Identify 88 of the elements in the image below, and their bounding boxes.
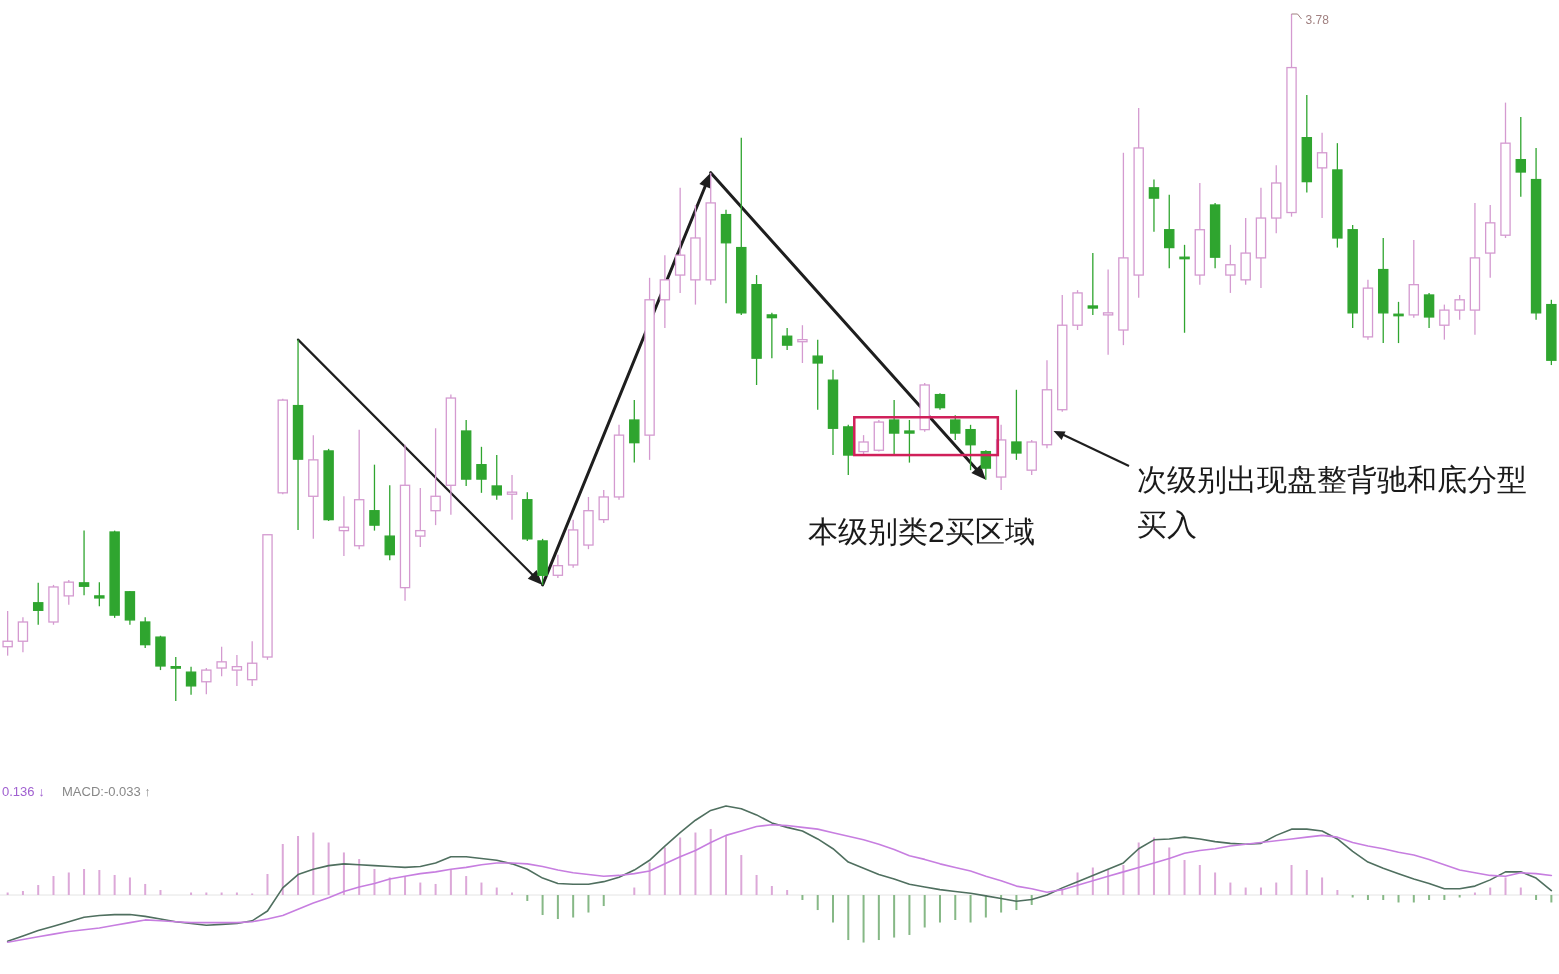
bar <box>663 847 666 895</box>
text: MACD:-0.033 ↑ <box>62 784 151 799</box>
bar <box>770 886 773 895</box>
bar <box>1305 869 1308 895</box>
bar <box>434 883 437 895</box>
bar <box>1504 877 1507 895</box>
bar <box>755 874 758 895</box>
bar <box>1214 872 1217 895</box>
bar <box>1122 865 1125 895</box>
bar <box>954 895 957 921</box>
bar <box>556 895 559 920</box>
bar <box>144 883 147 895</box>
bar <box>984 895 987 918</box>
bar <box>801 895 804 900</box>
bar <box>648 862 651 895</box>
bar <box>847 895 850 941</box>
bar <box>694 832 697 895</box>
bar <box>1000 895 1003 913</box>
bar <box>786 890 789 895</box>
bar <box>312 832 315 895</box>
bar <box>526 895 529 901</box>
bar <box>572 895 575 918</box>
bar <box>709 828 712 895</box>
bar <box>725 835 728 895</box>
bar <box>969 895 972 923</box>
bar <box>1428 895 1431 900</box>
bar <box>938 895 941 923</box>
bar <box>159 890 162 895</box>
bar <box>1443 895 1446 900</box>
bar <box>1229 882 1232 895</box>
bar <box>1489 887 1492 895</box>
bar <box>1535 895 1538 900</box>
bar <box>358 859 361 895</box>
bar <box>1290 865 1293 895</box>
bar <box>297 835 300 895</box>
bar <box>1366 895 1369 900</box>
bar <box>877 895 880 941</box>
bar <box>923 895 926 928</box>
bar <box>404 876 407 895</box>
bar <box>1321 877 1324 895</box>
bar <box>1183 860 1186 895</box>
bar <box>21 891 24 895</box>
bar <box>1168 847 1171 895</box>
bar <box>1152 837 1155 895</box>
bar <box>113 874 116 895</box>
bar <box>480 882 483 895</box>
bar <box>98 869 101 895</box>
bar <box>419 882 422 895</box>
bar <box>1382 895 1385 900</box>
bar <box>52 876 55 895</box>
bar <box>602 895 605 907</box>
bar <box>679 837 682 895</box>
bar <box>862 895 865 943</box>
bar <box>908 895 911 935</box>
annotation: 次级别出现盘整背驰和底分型买入 <box>1137 463 1527 541</box>
bar <box>541 895 544 916</box>
bar <box>1336 890 1339 895</box>
bar <box>67 872 70 895</box>
bar <box>1519 887 1522 895</box>
bar <box>1107 869 1110 895</box>
bar <box>465 876 468 895</box>
bar <box>633 887 636 895</box>
bar <box>1275 882 1278 895</box>
bar <box>281 844 284 895</box>
bar <box>37 885 40 895</box>
bar <box>1412 895 1415 903</box>
annotation: 3.78 <box>1305 13 1330 27</box>
bar <box>1198 865 1201 895</box>
bar <box>449 869 452 895</box>
bar <box>1550 895 1553 903</box>
bar <box>832 895 834 923</box>
bar <box>893 895 896 938</box>
bar <box>266 874 269 895</box>
text: 0.136 ↓ <box>2 784 45 799</box>
annotation: 本级别类2买区域 <box>808 515 1035 548</box>
bar <box>327 842 330 895</box>
bar <box>1397 895 1400 903</box>
bar <box>1244 887 1247 895</box>
bar <box>128 877 131 895</box>
bar <box>342 852 345 895</box>
bar <box>740 855 743 895</box>
bar <box>1137 842 1140 895</box>
bar <box>816 895 819 911</box>
bar <box>495 887 498 895</box>
bar <box>83 869 86 895</box>
bar <box>587 895 590 913</box>
bar <box>1259 887 1262 895</box>
bar <box>373 869 376 895</box>
